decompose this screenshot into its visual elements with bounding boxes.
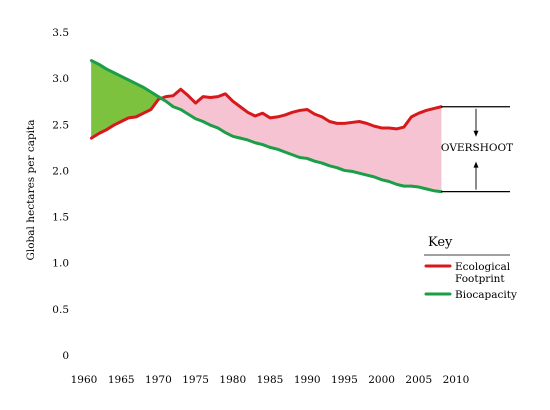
y-tick-label: 3.0	[52, 73, 69, 85]
x-tick-label: 1970	[145, 374, 172, 386]
legend-label: Ecological	[455, 261, 511, 273]
arrow-head-icon	[473, 130, 479, 137]
arrow-head-icon	[473, 161, 479, 168]
y-tick-label: 0	[62, 350, 69, 362]
y-tick-label: 1.0	[52, 258, 69, 270]
y-axis-label: Global hectares per capita	[25, 119, 37, 260]
y-tick-label: 0.5	[52, 304, 69, 316]
overshoot-annotation: OVERSHOOT	[441, 106, 513, 193]
x-tick-label: 2000	[368, 374, 395, 386]
legend-label: Footprint	[455, 273, 505, 285]
x-tick-label: 1995	[331, 374, 358, 386]
overshoot-label: OVERSHOOT	[441, 142, 513, 154]
overshoot-area	[160, 88, 442, 192]
x-tick-label: 1985	[257, 374, 284, 386]
x-tick-label: 2010	[443, 374, 470, 386]
y-tick-label: 2.0	[52, 165, 69, 177]
legend-title: Key	[428, 235, 453, 250]
x-tick-label: 1965	[108, 374, 135, 386]
legend-label: Biocapacity	[455, 289, 517, 301]
area-fills	[91, 60, 442, 192]
x-tick-label: 1990	[294, 374, 321, 386]
x-tick-label: 1980	[219, 374, 246, 386]
ecological-footprint-line	[89, 87, 443, 140]
x-tick-labels: 1960 1965 1970 1975 1980 1985 1990 1995 2000 2005…	[71, 374, 470, 386]
x-tick-label: 2005	[405, 374, 432, 386]
y-tick-labels: 0 0.5 1.0 1.5 2.0 2.5 3.0 3.5	[52, 27, 69, 362]
x-tick-label: 1960	[71, 374, 98, 386]
series-lines	[89, 59, 443, 194]
biocapacity-reserve-area	[91, 60, 162, 139]
biocapacity-line	[89, 59, 443, 194]
y-tick-label: 3.5	[52, 27, 69, 39]
x-tick-label: 1975	[182, 374, 209, 386]
y-tick-label: 2.5	[52, 119, 69, 131]
y-tick-label: 1.5	[52, 212, 69, 224]
